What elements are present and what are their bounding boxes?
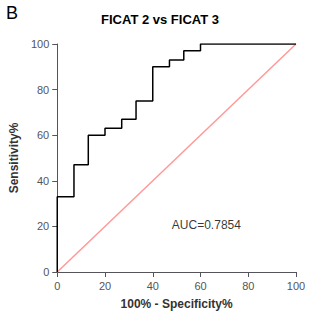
svg-text:80: 80 <box>242 280 254 292</box>
svg-text:60: 60 <box>194 280 206 292</box>
svg-text:100: 100 <box>31 38 49 50</box>
svg-text:40: 40 <box>37 175 49 187</box>
svg-text:FICAT 2 vs FICAT 3: FICAT 2 vs FICAT 3 <box>101 12 219 27</box>
svg-text:0: 0 <box>43 266 49 278</box>
svg-text:20: 20 <box>99 280 111 292</box>
svg-text:80: 80 <box>37 84 49 96</box>
svg-text:Sensitivity%: Sensitivity% <box>7 122 21 193</box>
svg-text:20: 20 <box>37 220 49 232</box>
svg-text:100% - Specificity%: 100% - Specificity% <box>121 297 233 311</box>
svg-text:60: 60 <box>37 129 49 141</box>
svg-text:100: 100 <box>287 280 305 292</box>
svg-text:B: B <box>6 3 18 23</box>
svg-text:40: 40 <box>147 280 159 292</box>
svg-text:AUC=0.7854: AUC=0.7854 <box>172 218 241 232</box>
svg-text:0: 0 <box>54 280 60 292</box>
